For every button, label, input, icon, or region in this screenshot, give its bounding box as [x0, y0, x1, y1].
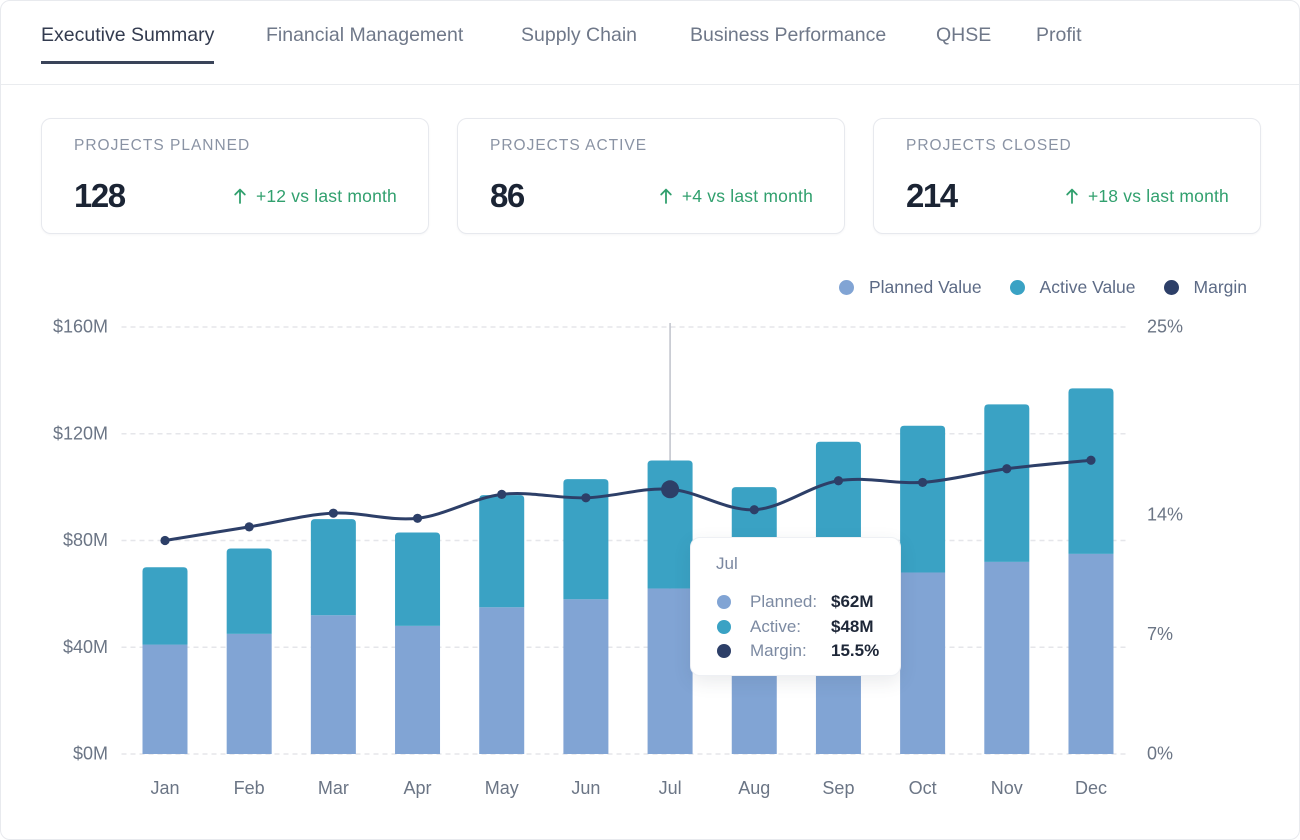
svg-text:May: May: [485, 778, 519, 798]
svg-text:Apr: Apr: [404, 778, 432, 798]
svg-text:14%: 14%: [1147, 505, 1183, 525]
svg-text:$80M: $80M: [63, 530, 108, 550]
svg-text:Jul: Jul: [659, 778, 682, 798]
svg-text:Dec: Dec: [1075, 778, 1107, 798]
svg-text:0%: 0%: [1147, 744, 1173, 764]
svg-text:7%: 7%: [1147, 624, 1173, 644]
svg-text:Mar: Mar: [318, 778, 349, 798]
svg-text:$160M: $160M: [53, 317, 108, 337]
svg-text:Jan: Jan: [150, 778, 179, 798]
svg-text:Jun: Jun: [571, 778, 600, 798]
svg-text:$120M: $120M: [53, 423, 108, 443]
svg-text:Oct: Oct: [909, 778, 937, 798]
svg-text:Nov: Nov: [991, 778, 1023, 798]
svg-text:$0M: $0M: [73, 744, 108, 764]
svg-text:Sep: Sep: [822, 778, 854, 798]
svg-text:25%: 25%: [1147, 317, 1183, 337]
svg-text:$40M: $40M: [63, 637, 108, 657]
svg-text:Aug: Aug: [738, 778, 770, 798]
svg-text:Feb: Feb: [234, 778, 265, 798]
